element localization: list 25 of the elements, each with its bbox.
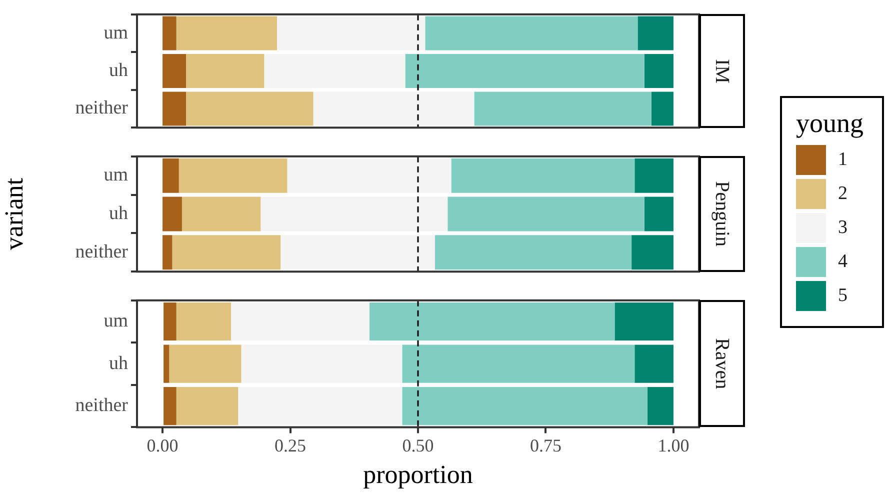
y-tick-label: neither xyxy=(75,241,129,262)
y-tick-label: um xyxy=(104,22,128,44)
x-tick-label: 1.00 xyxy=(658,436,690,456)
y-tick-label: uh xyxy=(109,60,128,81)
x-tick-label: 0.50 xyxy=(402,436,434,456)
y-tick-label: um xyxy=(104,164,128,186)
x-axis-title: proportion xyxy=(363,460,473,490)
y-tick-label: uh xyxy=(109,202,128,224)
legend-label: 3 xyxy=(838,217,848,239)
x-tick-label: 0.25 xyxy=(274,436,306,456)
y-tick-label: uh xyxy=(109,352,128,374)
legend-title: young xyxy=(796,108,864,139)
y-tick-label: neither xyxy=(75,98,129,119)
y-tick-label: neither xyxy=(75,395,129,416)
y-axis-title: variant xyxy=(0,177,28,250)
text: Raven xyxy=(711,338,733,390)
x-tick-label: 0.00 xyxy=(146,436,178,456)
text: Penguin xyxy=(711,181,733,247)
legend-label: 2 xyxy=(838,183,848,205)
text: IM xyxy=(711,58,733,84)
legend-label: 4 xyxy=(838,251,848,273)
y-tick-label: um xyxy=(104,310,128,332)
legend-label: 5 xyxy=(838,285,848,307)
x-tick-label: 0.75 xyxy=(530,436,562,456)
legend-label: 1 xyxy=(838,149,848,171)
